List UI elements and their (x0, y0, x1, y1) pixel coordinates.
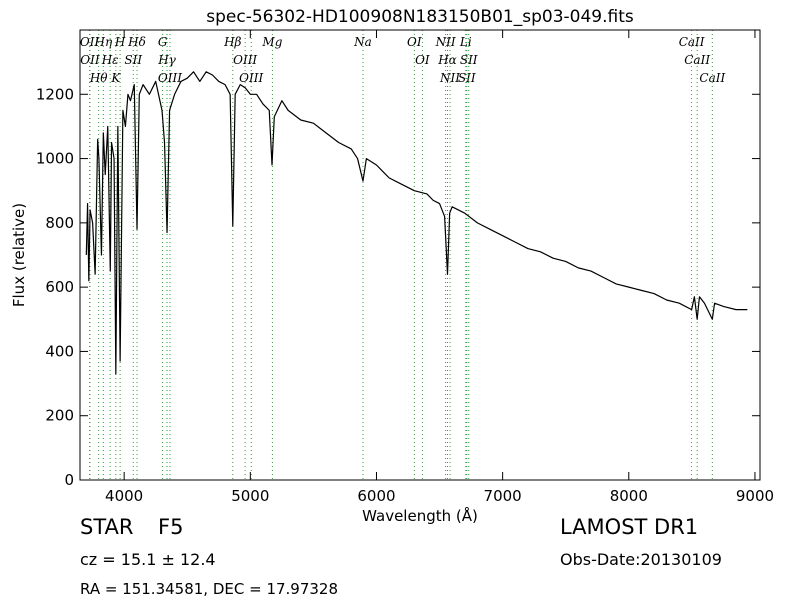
spectral-line-label: OIII (233, 53, 257, 67)
spectral-line-label: Hβ (223, 35, 241, 49)
spectral-line-label: OIII (158, 71, 182, 85)
spectral-line-label: SII (460, 53, 478, 67)
y-tick-label: 600 (45, 278, 74, 296)
y-tick-label: 800 (45, 214, 74, 232)
y-tick-label: 400 (45, 342, 74, 360)
object-class: STAR (80, 515, 133, 539)
spectral-line-label: OI (415, 53, 430, 67)
plot-frame (79, 29, 761, 481)
x-tick-label: 9000 (736, 487, 774, 505)
redshift: cz = 15.1 ± 12.4 (80, 550, 216, 569)
spectral-line-label: CaII (679, 35, 705, 49)
x-axis-label: Wavelength (Å) (362, 506, 478, 525)
spectral-line-label: Hγ (157, 53, 176, 67)
spectral-line-label: CaII (699, 71, 725, 85)
subclass: F5 (158, 515, 183, 539)
spectral-line-label: CaII (684, 53, 710, 67)
y-tick-label: 1000 (36, 150, 74, 168)
spectral-line-label: SII (458, 71, 476, 85)
coordinates: RA = 151.34581, DEC = 17.97328 (80, 580, 338, 598)
spectral-line-label: Na (353, 35, 372, 49)
spectral-line-label: SII (124, 53, 142, 67)
y-tick-label: 200 (45, 407, 74, 425)
spectral-line-label: K (110, 71, 121, 85)
spectral-line-label: Hα (437, 53, 457, 67)
spectral-line-label: Hδ (127, 35, 146, 49)
spectral-line-label: OI (407, 35, 422, 49)
spectral-line-label: NII (435, 35, 456, 49)
x-tick-label: 6000 (357, 487, 395, 505)
y-tick-label: 0 (64, 471, 74, 489)
spectral-line-label: H (114, 35, 126, 49)
x-tick-label: 5000 (231, 487, 269, 505)
spectral-line-label: Li (459, 35, 472, 49)
y-axis-label: Flux (relative) (10, 203, 28, 307)
x-tick-label: 8000 (610, 487, 648, 505)
spectral-line-label: G (158, 35, 168, 49)
spectral-line-label: OII (80, 53, 100, 67)
y-tick-label: 1200 (36, 85, 74, 103)
chart-title: spec-56302-HD100908N183150B01_sp03-049.f… (206, 7, 634, 27)
obs-date: Obs-Date:20130109 (560, 550, 722, 569)
spectral-line-label: NII (439, 71, 460, 85)
spectral-line-label: Hη (94, 35, 113, 49)
survey: LAMOST DR1 (560, 515, 698, 539)
spectrum (85, 71, 748, 375)
spectral-line-label: Hε (101, 53, 119, 67)
spectral-line-label: Mg (261, 35, 282, 49)
spectral-line-label: OIII (239, 71, 263, 85)
spectral-line-label: Hθ (89, 71, 108, 85)
x-tick-label: 4000 (105, 487, 143, 505)
x-tick-label: 7000 (484, 487, 522, 505)
